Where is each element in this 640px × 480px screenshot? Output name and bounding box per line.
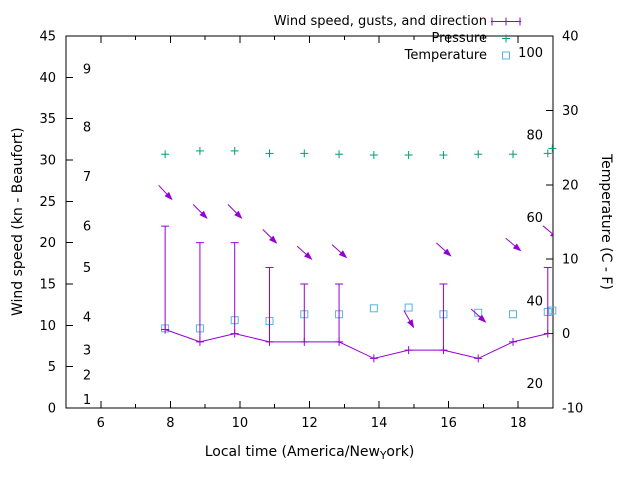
x-tick-label: 16 xyxy=(440,416,457,431)
wind-series xyxy=(161,225,552,363)
legend-label-wind: Wind speed, gusts, and direction xyxy=(273,14,487,29)
x-axis-title-subscript: Y xyxy=(379,450,387,462)
wind-arrow-head xyxy=(269,235,278,244)
y-right-tick-label: 0 xyxy=(562,327,570,342)
wind-arrow-shaft xyxy=(542,225,553,235)
beaufort-scale-label: 9 xyxy=(83,63,91,78)
beaufort-scale-label: 3 xyxy=(83,344,91,359)
legend-entry-wind: Wind speed, gusts, and direction xyxy=(274,13,487,30)
y-left-tick-label: 25 xyxy=(39,195,56,210)
legend-marker-wind xyxy=(491,17,521,26)
legend-entry-temperature: Temperature xyxy=(274,47,487,64)
wind-arrow-head xyxy=(443,248,452,257)
y-left-tick-label: 40 xyxy=(39,71,56,86)
beaufort-scale-label: 1 xyxy=(83,393,91,408)
y-right-tick-label: 30 xyxy=(562,104,579,119)
wind-arrow-head xyxy=(407,319,415,329)
x-axis-title: Local time (America/NewYork) xyxy=(66,443,553,462)
y-right-tick-label: 10 xyxy=(562,253,579,268)
x-axis-title-suffix: ork) xyxy=(386,444,415,460)
pressure-series xyxy=(161,144,557,160)
fahrenheit-scale-label: 40 xyxy=(526,294,543,309)
legend: Wind speed, gusts, and direction Pressur… xyxy=(274,13,487,64)
y-left-tick-label: 15 xyxy=(39,278,56,293)
x-tick-label: 12 xyxy=(301,416,318,431)
legend-label-pressure: Pressure xyxy=(431,31,487,46)
y-left-tick-label: 5 xyxy=(48,360,56,375)
legend-markers xyxy=(491,17,521,60)
wind-speed-line xyxy=(164,328,548,359)
y-left-tick-label: 45 xyxy=(39,30,56,45)
wind-arrow-head xyxy=(199,210,208,220)
y-left-tick-label: 30 xyxy=(39,154,56,169)
fahrenheit-scale-label: 20 xyxy=(526,377,543,392)
x-tick-label: 18 xyxy=(510,416,527,431)
legend-label-temperature: Temperature xyxy=(404,48,487,63)
beaufort-scale-label: 6 xyxy=(83,220,91,235)
axis-tick-labels: 6 8 10 12 14 16 18051015202530354045-100102030… xyxy=(39,30,583,432)
wind-arrow-head xyxy=(303,251,313,260)
y-left-tick-label: 35 xyxy=(39,112,56,127)
x-tick-label: 8 xyxy=(166,416,174,431)
wind-arrow-head xyxy=(477,314,487,323)
axes xyxy=(65,35,554,409)
beaufort-scale-label: 2 xyxy=(83,368,91,383)
y-right-tick-label: 40 xyxy=(562,30,579,45)
y-right-tick-label: 20 xyxy=(562,178,579,193)
y-left-tick-label: 0 xyxy=(48,402,56,417)
wind-arrow-head xyxy=(512,243,522,252)
beaufort-scale-label: 7 xyxy=(83,170,91,185)
y-left-tick-label: 10 xyxy=(39,319,56,334)
wind-arrow-head xyxy=(234,210,243,220)
legend-marker-temperature xyxy=(502,51,510,60)
x-tick-label: 6 xyxy=(97,416,105,431)
x-tick-label: 14 xyxy=(371,416,388,431)
plot-border xyxy=(65,35,554,409)
wind-arrow-head xyxy=(338,250,348,259)
y-right-axis-title: Temperature (C - F) xyxy=(598,154,614,290)
temperature-series xyxy=(161,303,557,333)
x-axis-title-prefix: Local time (America/New xyxy=(204,444,380,460)
beaufort-scale-label: 5 xyxy=(83,261,91,276)
wind-direction-arrows xyxy=(158,184,553,329)
y-left-tick-label: 20 xyxy=(39,236,56,251)
legend-marker-pressure xyxy=(502,34,510,43)
fahrenheit-scale-label: 80 xyxy=(526,128,543,143)
y-left-axis-title: Wind speed (kn - Beaufort) xyxy=(10,127,26,317)
wind-arrow-head xyxy=(550,232,553,237)
x-tick-label: 10 xyxy=(232,416,249,431)
beaufort-scale-label: 4 xyxy=(83,311,91,326)
wind-arrow-head xyxy=(164,191,173,201)
fahrenheit-scale-label: 100 xyxy=(518,46,543,61)
fahrenheit-scale-label: 60 xyxy=(526,211,543,226)
y-right-tick-label: -10 xyxy=(562,402,583,417)
legend-entry-pressure: Pressure xyxy=(274,30,487,47)
beaufort-scale-label: 8 xyxy=(83,120,91,135)
